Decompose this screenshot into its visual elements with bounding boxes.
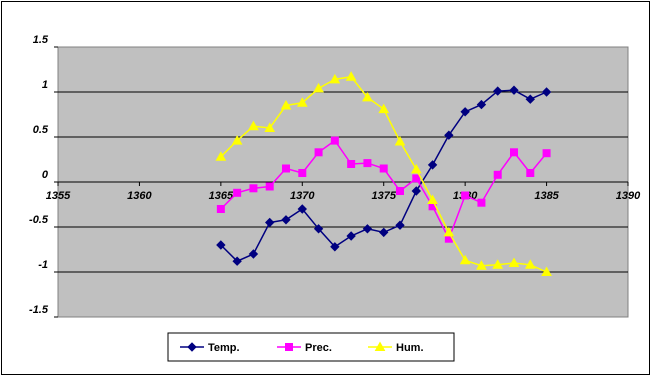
legend-swatch-marker xyxy=(187,342,197,352)
x-tick-label: 1375 xyxy=(371,190,396,202)
series-hum xyxy=(215,71,552,276)
data-point xyxy=(477,198,486,207)
y-tick-label: -1.5 xyxy=(29,304,49,316)
data-point xyxy=(395,220,405,230)
data-point xyxy=(248,120,259,131)
data-point xyxy=(297,204,307,214)
data-point xyxy=(492,259,504,269)
data-point xyxy=(524,259,536,269)
y-tick-label: 0.5 xyxy=(33,124,49,136)
data-point xyxy=(525,94,535,104)
data-point xyxy=(216,205,225,213)
data-point xyxy=(509,85,519,95)
data-point xyxy=(427,194,438,204)
data-point xyxy=(280,99,292,110)
x-tick-label: 1355 xyxy=(46,190,71,202)
data-point xyxy=(396,187,404,195)
data-point xyxy=(427,160,438,170)
data-point xyxy=(216,240,226,250)
data-point xyxy=(314,148,323,157)
data-point xyxy=(296,97,308,107)
data-point xyxy=(265,182,274,191)
data-point xyxy=(459,254,471,265)
legend-entry: Temp. xyxy=(180,342,240,354)
x-axis: 13551360136513701375138013851390 xyxy=(46,181,641,202)
data-point xyxy=(493,86,503,96)
data-point xyxy=(313,224,324,234)
y-tick-label: -1 xyxy=(38,259,48,271)
legend-label: Temp. xyxy=(208,342,240,354)
data-point xyxy=(476,260,487,270)
x-tick-label: 1360 xyxy=(127,190,152,202)
legend-label: Hum. xyxy=(396,342,424,354)
data-point xyxy=(510,148,518,157)
data-point xyxy=(248,249,259,259)
series-layer xyxy=(215,71,552,276)
data-point xyxy=(362,91,373,102)
x-tick-label: 1390 xyxy=(616,190,641,202)
y-tick-label: 1 xyxy=(42,79,48,91)
data-point xyxy=(233,188,242,197)
data-point xyxy=(493,170,502,179)
data-point xyxy=(231,135,243,145)
data-point xyxy=(215,151,227,161)
data-point xyxy=(362,224,373,234)
data-point xyxy=(541,266,552,276)
data-point xyxy=(526,169,535,177)
data-point xyxy=(232,256,242,266)
data-point xyxy=(542,149,551,158)
y-tick-label: -0.5 xyxy=(29,214,49,226)
data-point xyxy=(298,169,307,177)
data-point xyxy=(410,163,422,174)
data-point xyxy=(265,217,275,228)
data-point xyxy=(345,71,357,81)
x-tick-label: 1370 xyxy=(290,190,315,202)
data-point xyxy=(313,82,324,93)
legend-swatch-marker xyxy=(285,343,293,351)
data-point xyxy=(378,103,390,114)
legend-label: Prec. xyxy=(305,342,332,354)
y-tick-label: 0 xyxy=(42,169,49,181)
x-tick-label: 1365 xyxy=(209,190,234,202)
data-point xyxy=(541,87,552,97)
series-prec xyxy=(216,136,551,243)
data-point xyxy=(461,191,470,200)
data-point xyxy=(412,174,421,183)
data-point xyxy=(281,215,291,225)
data-point xyxy=(379,164,388,173)
data-point xyxy=(330,136,339,145)
data-point xyxy=(330,242,340,252)
series-temp xyxy=(216,85,552,266)
data-point xyxy=(282,164,290,173)
legend: Temp. Prec. Hum. xyxy=(167,332,455,362)
data-point xyxy=(443,226,455,237)
data-point xyxy=(363,159,372,168)
legend-entry: Hum. xyxy=(368,341,424,354)
data-point xyxy=(346,231,356,241)
data-point xyxy=(508,257,520,267)
legend-swatch-marker xyxy=(374,341,386,351)
data-point xyxy=(444,130,454,140)
data-point xyxy=(476,99,487,110)
data-point xyxy=(411,186,421,196)
data-point xyxy=(329,73,341,84)
data-point xyxy=(460,107,470,117)
legend-box xyxy=(167,332,455,362)
legend-entry: Prec. xyxy=(277,342,332,354)
y-axis: -1.5 -1 -0.5 0 0.5 1 1.5 xyxy=(29,34,58,318)
data-point xyxy=(379,227,389,238)
data-point xyxy=(394,135,406,146)
data-point xyxy=(249,184,258,193)
x-tick-label: 1385 xyxy=(534,190,559,202)
y-tick-label: 1.5 xyxy=(33,34,49,46)
data-point xyxy=(264,122,276,132)
data-point xyxy=(347,160,356,168)
